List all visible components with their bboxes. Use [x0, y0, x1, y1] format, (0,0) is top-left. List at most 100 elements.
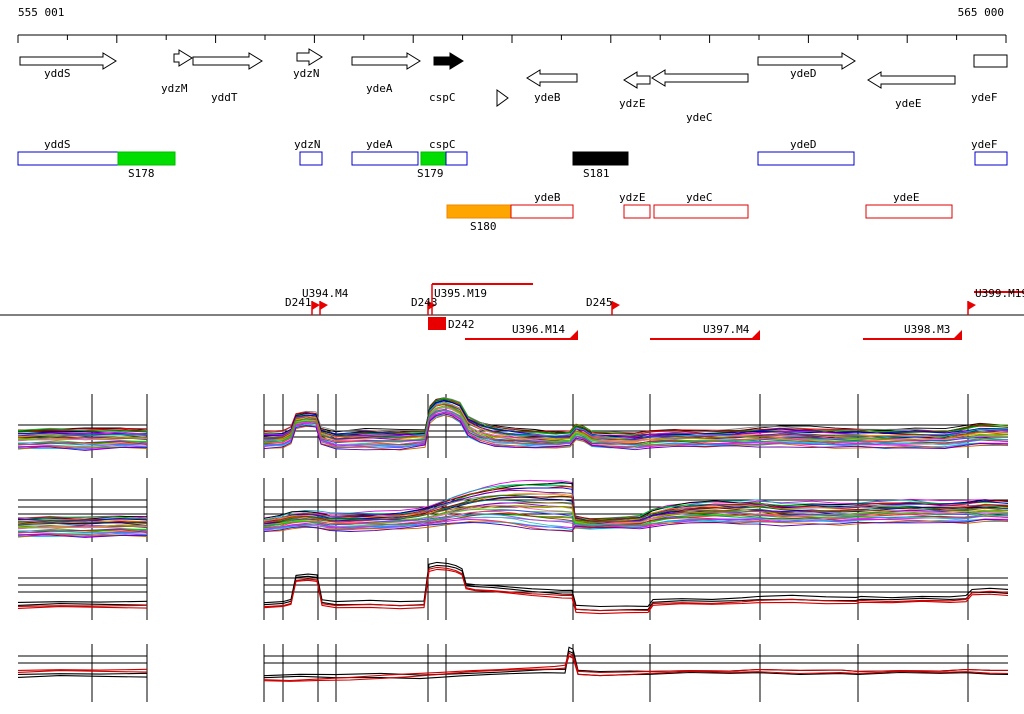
gene-arrow-ydzE[interactable] [623, 71, 651, 89]
expression-line [263, 655, 1009, 682]
annotation-box-ydeB[interactable] [510, 204, 574, 219]
annotation-label: cspC [429, 138, 456, 151]
expression-line [263, 415, 1009, 451]
annotation-label: ydeE [893, 191, 920, 204]
expression-line [17, 437, 148, 443]
expression-line [17, 529, 148, 534]
expression-line [263, 564, 1009, 612]
expression-line [263, 413, 1009, 451]
expression-line [263, 487, 1009, 522]
annotation-box-ydzN[interactable] [299, 151, 323, 166]
expression-line [17, 606, 148, 609]
annotation-box-S178[interactable] [117, 151, 176, 166]
gene-arrow[interactable] [496, 89, 509, 107]
gene-arrow-ydzM[interactable] [173, 49, 193, 67]
probe-label: D245 [586, 296, 613, 309]
annotation-box-cspC[interactable] [445, 151, 468, 166]
expression-line [263, 561, 1009, 608]
probe-label: D241 [285, 296, 312, 309]
annotation-box-ydeF[interactable] [974, 151, 1008, 166]
annotation-label: ydzE [619, 191, 646, 204]
probe-feature[interactable]: D242 [428, 317, 475, 331]
expression-line [263, 402, 1009, 441]
ruler [17, 34, 1007, 43]
gene-arrow-ydeE[interactable] [867, 71, 956, 89]
expression-line [17, 433, 148, 437]
expression-line [263, 397, 1009, 437]
expression-panel-3 [17, 558, 1009, 620]
annotation-track-1: yddS S178 ydzN ydeA S179 cspC S181 ydeD ydeF [17, 138, 1008, 180]
annotation-label: yddS [44, 138, 71, 151]
gene-arrow-ydeA[interactable] [351, 52, 421, 70]
annotation-box-ydzE[interactable] [623, 204, 651, 219]
annotation-box-S181[interactable] [572, 151, 629, 166]
expression-line [17, 521, 148, 525]
probe-label: D242 [448, 318, 475, 331]
annotation-label: ydeA [366, 138, 393, 151]
expression-line [17, 600, 148, 603]
expression-line [263, 397, 1009, 435]
annotation-box-ydeD[interactable] [757, 151, 855, 166]
gene-arrow-yddT[interactable] [192, 52, 263, 70]
probe-feature[interactable]: D245 [586, 296, 620, 315]
gene-arrow-ydeD[interactable] [757, 52, 856, 70]
expression-line [17, 675, 148, 678]
annotation-label: S181 [583, 167, 610, 180]
probe-feature[interactable]: U396.M14 [465, 323, 578, 340]
expression-line [263, 482, 1009, 520]
expression-line [17, 670, 148, 673]
annotation-box-S179[interactable] [420, 151, 447, 166]
gene-label: ydeF [971, 91, 998, 104]
gene-arrow-yddS[interactable] [19, 52, 117, 70]
annotation-box-ydeE[interactable] [865, 204, 953, 219]
flag-pennant [751, 330, 760, 339]
gene-arrow-ydzN[interactable] [296, 48, 323, 66]
ruler-start-label: 555 001 [18, 6, 65, 19]
expression-line [17, 525, 148, 531]
expression-line [263, 509, 1009, 528]
probe-feature[interactable]: U399.M19 [967, 287, 1024, 315]
annotation-label: ydeB [534, 191, 561, 204]
gene-label: ydzE [619, 97, 646, 110]
annotation-label: S180 [470, 220, 497, 233]
probe-feature[interactable]: U395.M19 [431, 283, 533, 315]
expression-line [17, 603, 148, 606]
annotation-box-yddS[interactable] [17, 151, 119, 166]
expression-line [17, 444, 148, 450]
expression-line [17, 534, 147, 538]
flag-pennant [320, 301, 328, 310]
gene-label: yddS [44, 67, 71, 80]
flag-pennant [968, 301, 976, 310]
expression-line [263, 518, 1009, 533]
flag-pennant [312, 301, 320, 310]
gene-arrow-ydeF[interactable] [973, 54, 1008, 68]
expression-line [263, 519, 1009, 531]
expression-panel-1 [17, 394, 1009, 458]
probe-feature[interactable]: U398.M3 [863, 323, 962, 340]
annotation-label: S179 [417, 167, 444, 180]
ruler-end-label: 565 000 [957, 6, 1004, 19]
expression-line [263, 515, 1009, 529]
expression-line [263, 407, 1009, 442]
expression-line [17, 604, 148, 607]
annotation-box-S180[interactable] [446, 204, 512, 219]
expression-line [17, 668, 148, 671]
gene-arrow-cspC[interactable] [433, 52, 464, 70]
probe-feature[interactable]: U394.M4 [302, 287, 349, 315]
expression-line [17, 532, 148, 537]
annotation-box-ydeA[interactable] [351, 151, 419, 166]
annotation-track-2: S180 ydeB ydzE ydeC ydeE [446, 191, 953, 233]
expression-line [263, 652, 1009, 682]
gene-arrow-ydeB[interactable] [526, 69, 578, 87]
flag-pennant [612, 301, 620, 310]
expression-line [263, 566, 1009, 612]
gene-arrow-ydeC[interactable] [651, 69, 749, 87]
annotation-label: S178 [128, 167, 155, 180]
probe-feature[interactable]: U397.M4 [650, 323, 760, 340]
probe-feature[interactable]: D241 [285, 296, 320, 315]
expression-line [263, 520, 1009, 533]
annotation-box-ydeC[interactable] [653, 204, 749, 219]
